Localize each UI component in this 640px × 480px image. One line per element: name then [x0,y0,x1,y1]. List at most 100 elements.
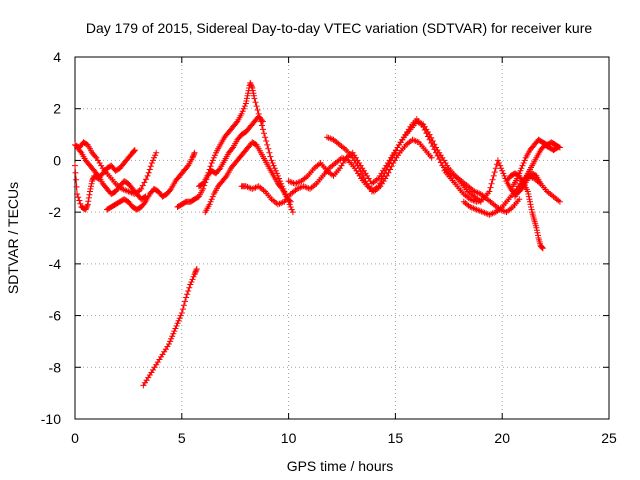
data-point [498,165,505,172]
data-point [166,341,172,347]
x-axis-title: GPS time / hours [287,458,394,474]
data-point [206,201,213,208]
data-point [521,157,528,164]
data-point [357,168,364,175]
data-point [170,330,177,337]
x-tick-label: 5 [178,430,186,446]
data-point [272,167,279,174]
data-point [287,198,294,205]
data-point [74,191,81,197]
data-point [265,145,272,152]
data-point [72,162,78,169]
data-point [171,328,178,335]
data-point [186,284,193,291]
x-tick-label: 20 [494,430,510,446]
data-point [178,310,185,316]
data-point [429,143,436,150]
series-arc-12 [441,157,544,205]
data-point [245,90,251,97]
data-point [356,165,363,172]
data-point [176,315,183,322]
data-point [376,180,383,187]
data-point [520,160,527,166]
data-point [229,145,235,152]
data-point [271,165,278,172]
data-point [130,148,137,155]
data-point [193,266,200,272]
data-point [190,152,197,159]
data-point [392,147,399,154]
data-point [380,173,387,180]
data-point [209,157,216,164]
y-tick-label: 4 [53,49,61,65]
data-point [556,198,563,205]
y-tick-labels: -10 -8 -6 -4 -2 0 2 4 [41,49,61,427]
data-point [88,183,94,190]
data-point [391,151,398,157]
x-tick-label: 25 [601,430,617,446]
data-point [517,167,524,174]
data-point [270,162,277,169]
data-point [384,163,391,170]
data-point [261,130,267,137]
data-point [141,200,148,207]
data-point [514,175,521,182]
data-point [179,306,186,313]
data-point [375,183,382,190]
data-point [138,185,145,192]
data-point [489,176,496,183]
data-point [516,170,523,177]
data-point [83,204,90,210]
data-point [260,118,266,125]
data-point [144,172,151,179]
data-point [378,176,385,183]
data-point [147,163,154,170]
data-point [209,193,216,200]
data-point [190,273,197,280]
data-point [77,148,84,155]
data-point [267,153,274,160]
data-point [266,149,273,156]
data-point [173,322,180,329]
data-point [72,169,79,176]
data-point [148,160,155,166]
data-point [239,108,246,115]
data-point [554,144,561,151]
data-point [276,175,282,182]
data-point [553,145,560,152]
data-point [131,147,138,154]
data-point [200,185,207,192]
data-point [241,103,248,110]
data-point [150,157,156,164]
series-arc-8 [202,139,294,216]
data-point [437,159,444,166]
data-point [180,302,187,309]
data-point [497,162,504,169]
data-point [269,160,276,166]
data-point [185,288,192,294]
series-arc-16 [512,141,561,200]
x-tick-label: 15 [388,430,404,446]
data-point [184,291,191,298]
grid-lines [75,57,609,419]
data-point [526,196,533,203]
data-point [243,95,250,102]
data-point [189,276,196,283]
data-point [152,152,159,159]
y-tick-label: -2 [49,204,62,220]
data-point [492,165,499,172]
data-point [516,196,523,203]
data-point [89,176,96,183]
data-point [499,167,506,174]
data-point [388,157,395,164]
data-point [216,166,223,173]
data-point [431,146,438,153]
x-tick-label: 0 [71,430,79,446]
data-point [264,141,271,148]
data-point [174,320,181,327]
data-point [268,157,275,164]
data-point [491,169,498,176]
data-point [75,194,82,201]
data-point [92,153,99,160]
